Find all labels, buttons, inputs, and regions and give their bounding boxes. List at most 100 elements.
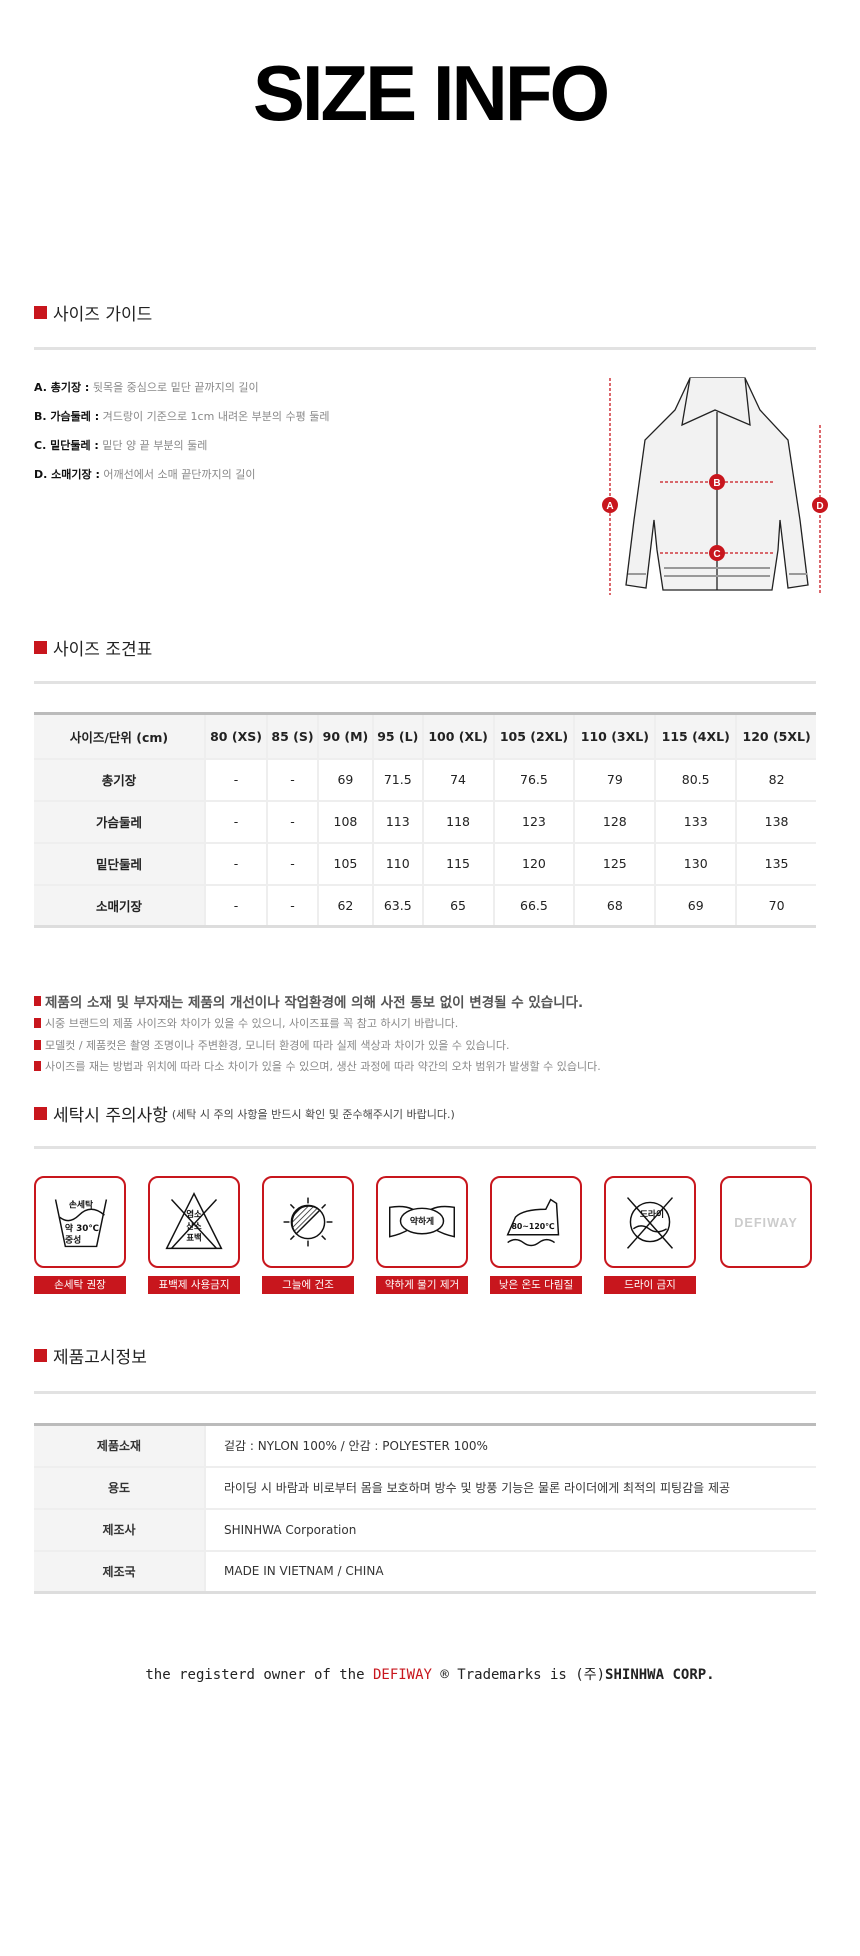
footer-trademark: the registerd owner of the DEFIWAY ® Tra…	[0, 1664, 860, 1684]
table-row: 제조사 SHINHWA Corporation	[34, 1508, 816, 1552]
jacket-measurement-diagram: A B C D	[602, 377, 828, 595]
table-cell: 79	[573, 758, 656, 802]
footer-text: the registerd owner of the	[145, 1667, 365, 1683]
table-cell: 66.5	[492, 884, 575, 928]
icon-text: 산소	[186, 1221, 202, 1231]
care-label: 낮은 온도 다림질	[490, 1276, 582, 1294]
table-cell: MADE IN VIETNAM / CHINA	[205, 1550, 816, 1594]
icon-text: 약 30℃	[65, 1222, 99, 1234]
divider	[34, 1146, 816, 1149]
table-cell: 80.5	[654, 758, 737, 802]
section-size-guide: 사이즈 가이드	[34, 300, 152, 325]
table-cell: -	[266, 884, 318, 928]
bullet-square	[34, 1018, 41, 1028]
table-cell: 62	[316, 884, 373, 928]
guide-desc: 겨드랑이 기준으로 1cm 내려온 부분의 수평 둘레	[102, 410, 330, 423]
table-cell: 라이딩 시 바람과 비로부터 몸을 보호하며 방수 및 방풍 기능은 물론 라이…	[205, 1466, 816, 1510]
table-cell: 108	[316, 800, 373, 844]
gentle-wring-icon: 약하게	[376, 1176, 468, 1268]
guide-desc: 뒷목을 중심으로 밑단 끝까지의 길이	[92, 381, 259, 394]
table-cell: SHINHWA Corporation	[205, 1508, 816, 1552]
section-heading: 사이즈 조견표	[53, 640, 153, 660]
table-cell: -	[203, 842, 268, 886]
low-iron-icon: 80~120℃	[490, 1176, 582, 1268]
table-cell: 74	[421, 758, 494, 802]
table-cell: 82	[735, 758, 816, 802]
row-header: 총기장	[34, 758, 205, 802]
guide-key: B. 가슴둘레 :	[34, 410, 100, 423]
care-label: 그늘에 건조	[262, 1276, 354, 1294]
guide-item-c: C. 밑단둘레 : 밑단 양 끝 부분의 둘레	[34, 437, 207, 453]
product-info-table: 제품소재 겉감 : NYLON 100% / 안감 : POLYESTER 100…	[34, 1423, 816, 1594]
table-cell: 115	[421, 842, 494, 886]
column-header: 85 (S)	[266, 713, 318, 760]
table-cell: 76.5	[492, 758, 575, 802]
column-header: 120 (5XL)	[735, 713, 816, 760]
footer-brand: DEFIWAY	[372, 1667, 432, 1683]
note-item: 사이즈를 재는 방법과 위치에 따라 다소 차이가 있을 수 있으며, 생산 과…	[34, 1058, 601, 1074]
row-header: 가슴둘레	[34, 800, 205, 844]
table-row: 제조국 MADE IN VIETNAM / CHINA	[34, 1550, 816, 1594]
section-heading: 제품고시정보	[53, 1348, 147, 1368]
table-cell: 105	[316, 842, 373, 886]
table-cell: 70	[735, 884, 816, 928]
divider	[34, 347, 816, 350]
row-header: 밑단둘레	[34, 842, 205, 886]
section-care: 세탁시 주의사항 (세탁 시 주의 사항을 반드시 확인 및 준수해주시기 바랍니…	[34, 1101, 455, 1126]
table-cell: 110	[371, 842, 423, 886]
note-item: 시중 브랜드의 제품 사이즈와 차이가 있을 수 있으니, 사이즈표를 꼭 참고…	[34, 1015, 458, 1031]
table-cell: 123	[492, 800, 575, 844]
table-cell: 135	[735, 842, 816, 886]
no-dry-clean-icon: 드라이	[604, 1176, 696, 1268]
bullet-square	[34, 1107, 47, 1120]
marker-d: D	[816, 501, 823, 512]
table-cell: -	[203, 800, 268, 844]
bullet-square	[34, 996, 41, 1006]
table-cell: 69	[316, 758, 373, 802]
care-label: 드라이 금지	[604, 1276, 696, 1294]
table-row: 용도 라이딩 시 바람과 비로부터 몸을 보호하며 방수 및 방풍 기능은 물론 …	[34, 1466, 816, 1510]
bullet-square	[34, 1040, 41, 1050]
care-label: 표백제 사용금지	[148, 1276, 240, 1294]
guide-desc: 어깨선에서 소매 끝단까지의 길이	[103, 468, 256, 481]
icon-text: 약하게	[410, 1215, 434, 1227]
icon-text: 중성	[65, 1234, 81, 1246]
table-cell: -	[203, 884, 268, 928]
table-cell: -	[203, 758, 268, 802]
column-header: 90 (M)	[316, 713, 373, 760]
table-cell: 68	[573, 884, 656, 928]
bullet-square	[34, 1349, 47, 1362]
table-row: 제품소재 겉감 : NYLON 100% / 안감 : POLYESTER 100…	[34, 1424, 816, 1468]
row-header: 제조국	[34, 1550, 206, 1594]
guide-desc: 밑단 양 끝 부분의 둘레	[102, 439, 208, 452]
icon-text: 표백	[186, 1233, 201, 1243]
guide-item-d: D. 소매기장 : 어깨선에서 소매 끝단까지의 길이	[34, 466, 256, 482]
footer-text: ® Trademarks is (주)	[440, 1667, 606, 1683]
table-cell: 120	[492, 842, 575, 886]
table-header-row: 사이즈/단위 (cm) 80 (XS) 85 (S) 90 (M) 95 (L)…	[34, 713, 816, 760]
guide-item-a: A. 총기장 : 뒷목을 중심으로 밑단 끝까지의 길이	[34, 379, 259, 395]
table-row: 소매기장 - -62 63.5 65 66.5 68 69 70	[34, 884, 816, 928]
divider	[34, 681, 816, 684]
care-label: 약하게 물기 제거	[376, 1276, 468, 1294]
footer-company: SHINHWA CORP.	[605, 1667, 715, 1683]
row-header: 용도	[34, 1466, 206, 1510]
table-cell: 133	[654, 800, 737, 844]
divider	[34, 1391, 816, 1394]
marker-c: C	[713, 549, 720, 560]
note-item: 모델컷 / 제품컷은 촬영 조명이나 주변환경, 모니터 환경에 따라 실제 색…	[34, 1037, 509, 1053]
table-cell: 겉감 : NYLON 100% / 안감 : POLYESTER 100%	[205, 1424, 816, 1468]
bullet-square	[34, 306, 47, 319]
table-cell: 128	[573, 800, 656, 844]
marker-b: B	[713, 478, 720, 489]
shade-dry-icon	[262, 1176, 354, 1268]
section-product-info: 제품고시정보	[34, 1343, 147, 1368]
section-size-table: 사이즈 조견표	[34, 635, 152, 660]
size-table: 사이즈/단위 (cm) 80 (XS) 85 (S) 90 (M) 95 (L)…	[34, 712, 816, 928]
icon-text: 드라이	[640, 1208, 664, 1220]
svg-text:DEFIWAY: DEFIWAY	[734, 1215, 798, 1230]
table-cell: -	[266, 800, 318, 844]
icon-text: 염소	[186, 1209, 202, 1219]
note-text: 제품의 소재 및 부자재는 제품의 개선이나 작업환경에 의해 사전 통보 없이…	[45, 995, 584, 1011]
